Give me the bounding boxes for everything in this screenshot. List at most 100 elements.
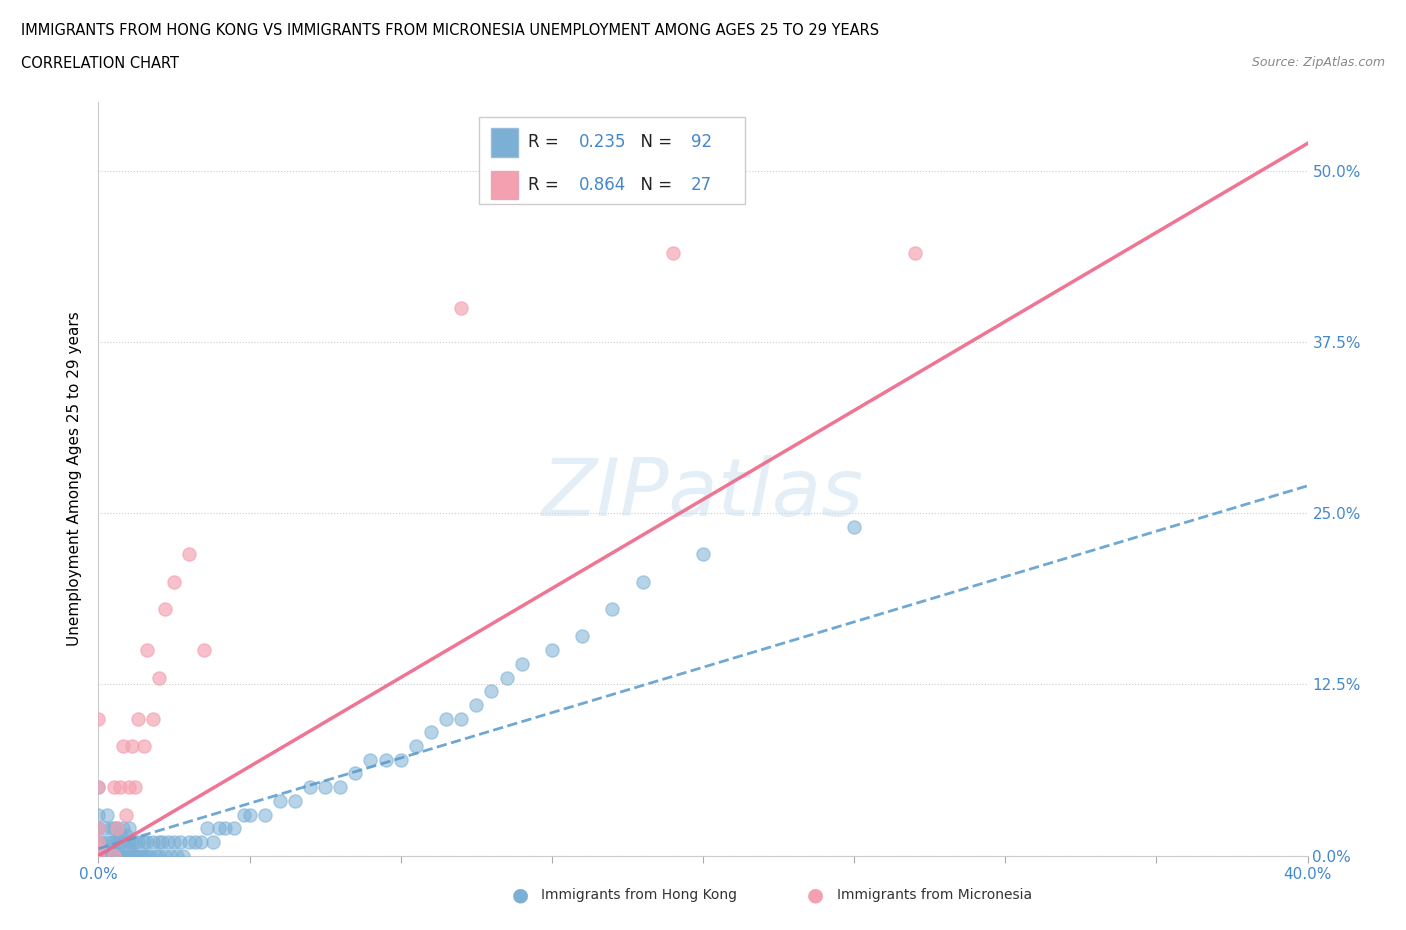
Point (105, 848, 128, 863)
Point (692, 547, 714, 562)
Point (108, 834, 131, 849)
Point (224, 821, 246, 836)
Point (124, 834, 146, 849)
Point (163, 574, 186, 589)
Point (114, 807, 136, 822)
Text: Source: ZipAtlas.com: Source: ZipAtlas.com (1251, 56, 1385, 69)
Text: CORRELATION CHART: CORRELATION CHART (21, 56, 179, 71)
Point (118, 834, 141, 849)
Point (135, 848, 157, 863)
Point (166, 848, 188, 863)
Point (153, 602, 176, 617)
Point (172, 848, 194, 863)
Point (389, 752, 412, 767)
Point (148, 671, 170, 685)
Point (661, 246, 683, 260)
Text: ●: ● (807, 885, 824, 904)
Point (145, 848, 167, 863)
Point (93, 821, 115, 836)
Point (374, 752, 396, 767)
Text: R =: R = (527, 133, 564, 152)
Text: N =: N = (630, 176, 678, 194)
Point (87, 711, 110, 726)
Point (156, 834, 179, 849)
Point (844, 520, 866, 535)
Point (450, 711, 472, 726)
Point (103, 848, 125, 863)
Point (118, 848, 141, 863)
Point (87, 848, 110, 863)
Point (163, 834, 186, 849)
Point (344, 766, 367, 781)
Point (121, 834, 143, 849)
Point (118, 842, 141, 857)
Point (184, 834, 207, 849)
Point (132, 738, 155, 753)
Point (142, 834, 165, 849)
Point (124, 779, 146, 794)
FancyBboxPatch shape (479, 117, 745, 204)
Point (127, 711, 149, 726)
Point (96, 834, 118, 849)
Point (239, 807, 262, 822)
Point (202, 834, 225, 849)
Point (153, 848, 176, 863)
Point (169, 834, 191, 849)
Point (135, 643, 157, 658)
Point (179, 547, 201, 562)
Point (87, 779, 110, 794)
Text: ●: ● (512, 885, 529, 904)
Y-axis label: Unemployment Among Ages 25 to 29 years: Unemployment Among Ages 25 to 29 years (67, 312, 83, 646)
Point (100, 834, 122, 849)
Point (87, 779, 110, 794)
Point (111, 848, 134, 863)
Point (193, 643, 215, 658)
Point (105, 821, 128, 836)
Point (127, 834, 149, 849)
Point (510, 657, 533, 671)
Point (540, 643, 562, 658)
Point (284, 793, 307, 808)
Point (602, 602, 624, 617)
Point (100, 821, 122, 836)
Point (103, 848, 125, 863)
Text: N =: N = (630, 133, 678, 152)
Point (571, 629, 593, 644)
Point (142, 711, 165, 726)
Text: 0.864: 0.864 (578, 176, 626, 194)
Point (118, 779, 141, 794)
Text: 92: 92 (690, 133, 711, 152)
Point (111, 834, 134, 849)
Point (179, 834, 201, 849)
Point (90, 848, 112, 863)
Point (904, 246, 927, 260)
Point (214, 821, 236, 836)
Point (132, 848, 155, 863)
Point (105, 834, 128, 849)
Point (253, 807, 276, 822)
Point (103, 779, 125, 794)
Text: ZIPatlas: ZIPatlas (541, 455, 865, 533)
Text: IMMIGRANTS FROM HONG KONG VS IMMIGRANTS FROM MICRONESIA UNEMPLOYMENT AMONG AGES : IMMIGRANTS FROM HONG KONG VS IMMIGRANTS … (21, 23, 879, 38)
Point (208, 821, 231, 836)
Text: Immigrants from Micronesia: Immigrants from Micronesia (837, 887, 1032, 902)
Point (87, 842, 110, 857)
Point (108, 828, 131, 843)
Point (127, 848, 149, 863)
Point (420, 724, 443, 739)
Point (108, 779, 131, 794)
Point (111, 738, 134, 753)
Point (103, 821, 125, 836)
Point (114, 848, 136, 863)
Point (111, 821, 134, 836)
Point (90, 834, 112, 849)
Point (195, 821, 218, 836)
Point (148, 834, 170, 849)
Point (87, 834, 110, 849)
Point (360, 752, 382, 767)
Point (87, 848, 110, 863)
Point (87, 834, 110, 849)
Point (96, 807, 118, 822)
Point (103, 842, 125, 857)
Point (450, 300, 472, 315)
